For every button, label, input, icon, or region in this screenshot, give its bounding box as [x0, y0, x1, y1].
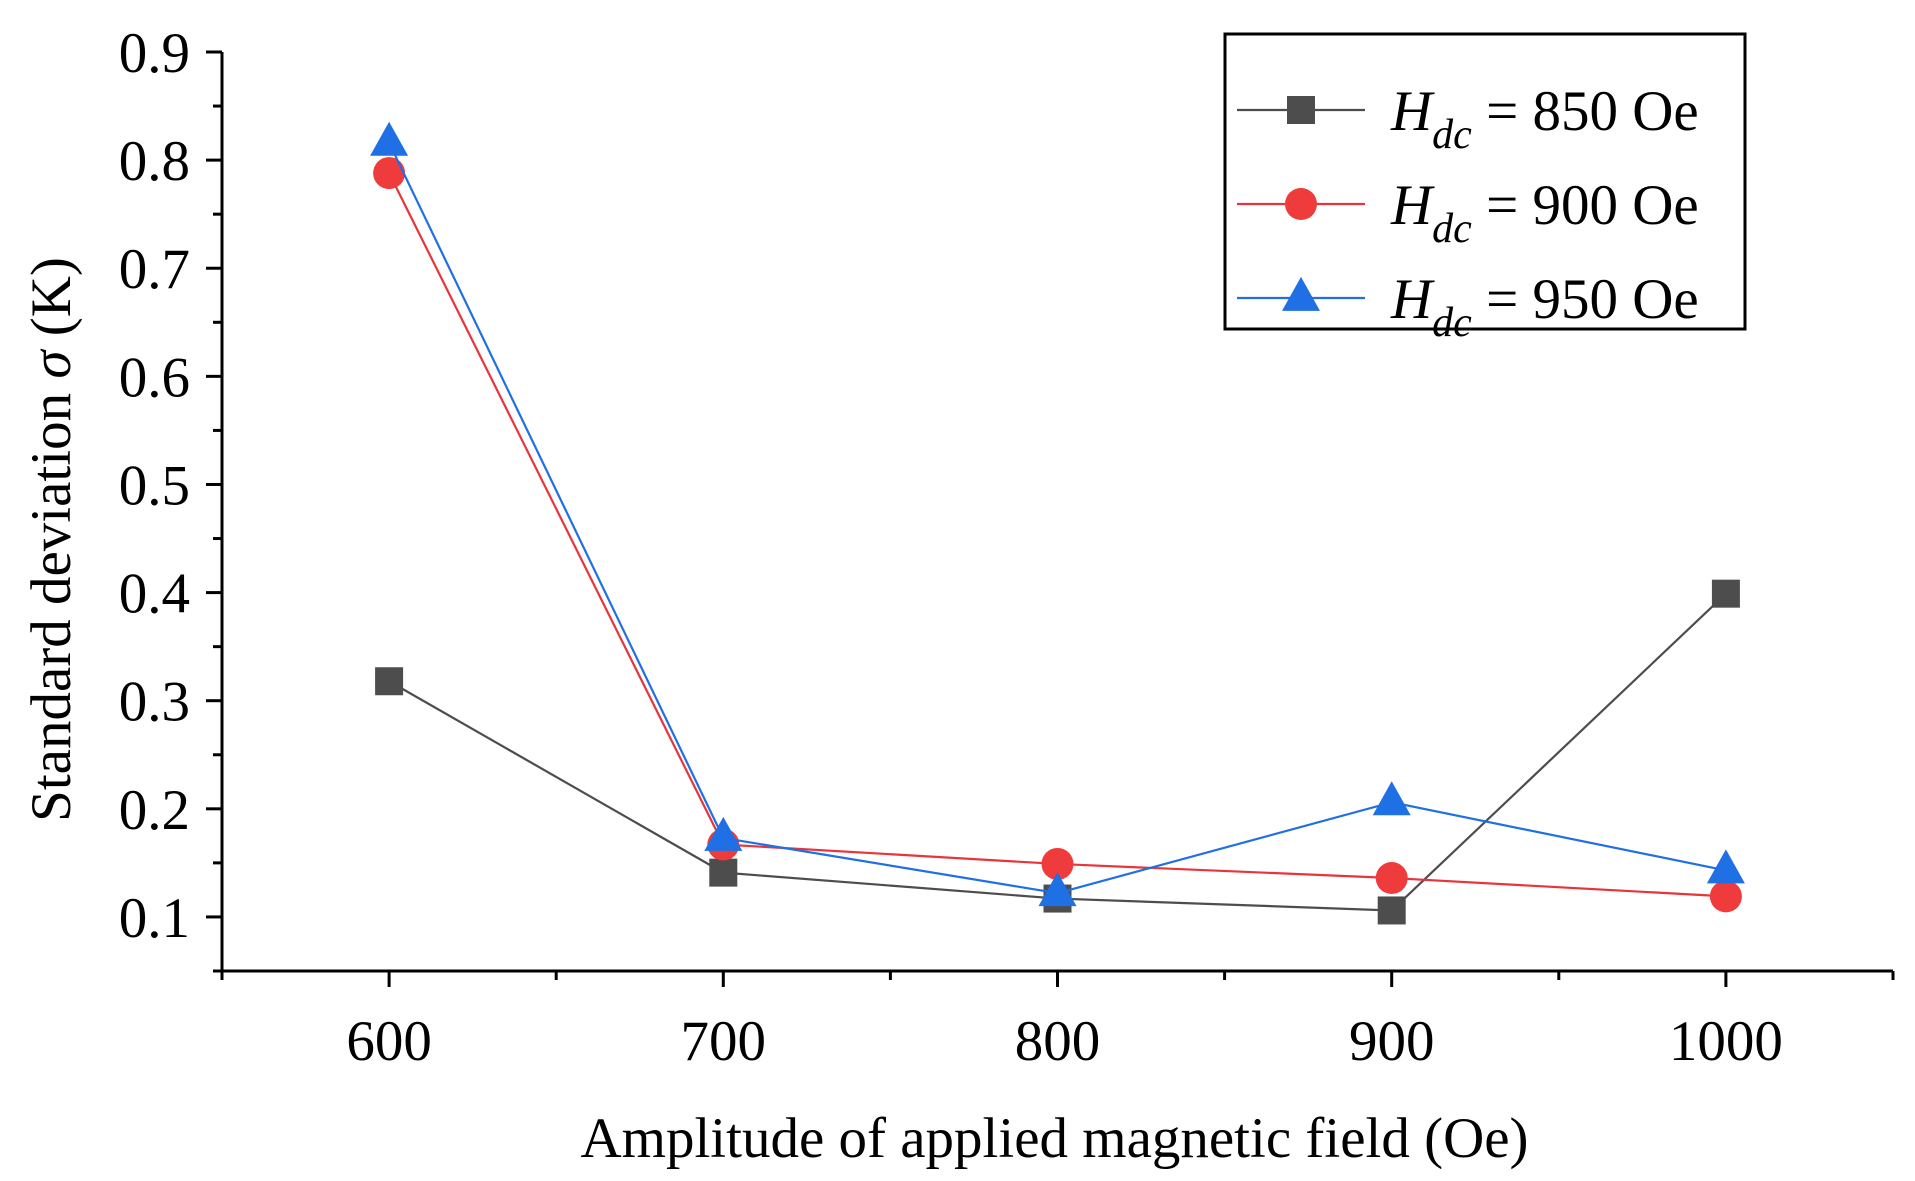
y-tick-label: 0.6 — [119, 346, 190, 409]
legend-label-symbol: H — [1390, 174, 1435, 237]
x-tick-label: 1000 — [1669, 1010, 1783, 1073]
y-axis-title: Standard deviation σ (K) — [20, 257, 83, 822]
x-tick-label: 700 — [681, 1010, 767, 1073]
legend-label-value: = 950 Oe — [1472, 268, 1699, 331]
data-point-triangle — [1372, 781, 1411, 816]
y-axis-title-symbol: σ — [20, 349, 83, 379]
legend-label: Hdc = 900 Oe — [1390, 174, 1699, 252]
data-point-circle — [1709, 880, 1742, 913]
data-point-square — [1711, 579, 1740, 608]
y-tick-label: 0.3 — [119, 671, 190, 734]
data-point-square — [1377, 896, 1406, 925]
legend-marker-square — [1287, 96, 1315, 124]
legend-item: Hdc = 850 Oe — [1237, 80, 1699, 158]
x-axis-title: Amplitude of applied magnetic field (Oe) — [580, 1107, 1528, 1170]
legend-label-subscript: dc — [1432, 300, 1472, 346]
y-tick-label: 0.2 — [119, 779, 190, 842]
y-axis-title-text: Standard deviation — [20, 379, 83, 822]
y-tick-label: 0.5 — [119, 454, 190, 517]
x-tick-label: 600 — [346, 1010, 432, 1073]
data-point-triangle — [1038, 872, 1077, 907]
legend-label-symbol: H — [1390, 268, 1435, 331]
legend-label: Hdc = 850 Oe — [1390, 80, 1699, 158]
data-point-circle — [1041, 847, 1074, 880]
legend-label-symbol: H — [1390, 80, 1435, 143]
x-tick-label: 800 — [1015, 1010, 1101, 1073]
data-point-circle — [1375, 862, 1408, 895]
y-tick-label: 0.8 — [119, 130, 190, 193]
legend-marker-triangle — [1282, 276, 1320, 311]
legend-marker-circle — [1285, 188, 1317, 220]
data-point-triangle — [370, 121, 409, 156]
legend-frame — [1223, 32, 1747, 331]
y-tick-label: 0.9 — [119, 22, 190, 85]
data-point-triangle — [704, 816, 743, 851]
y-tick-label: 0.7 — [119, 238, 190, 301]
data-point-square — [709, 858, 738, 887]
plot-series — [370, 121, 1745, 925]
legend-label-value: = 900 Oe — [1472, 174, 1699, 237]
x-tick-label: 900 — [1349, 1010, 1435, 1073]
y-tick-label: 0.1 — [119, 887, 190, 950]
data-point-square — [375, 667, 404, 696]
legend-label-subscript: dc — [1432, 206, 1472, 252]
legend-label-subscript: dc — [1432, 112, 1472, 158]
data-point-circle — [373, 157, 406, 190]
legend-item: Hdc = 900 Oe — [1237, 174, 1699, 252]
axes: 0.1 0.2 0.3 0.4 0.5 0.6 0.7 0.8 0.9 600 700 800 900 1… — [20, 22, 1895, 1170]
y-tick-label: 0.4 — [119, 563, 190, 626]
series-triangle — [370, 121, 1745, 907]
data-point-triangle — [1706, 849, 1745, 884]
y-axis-title-unit: (K) — [20, 257, 83, 350]
legend-label: Hdc = 950 Oe — [1390, 268, 1699, 346]
legend-label-value: = 850 Oe — [1472, 80, 1699, 143]
legend-item: Hdc = 950 Oe — [1237, 268, 1699, 346]
